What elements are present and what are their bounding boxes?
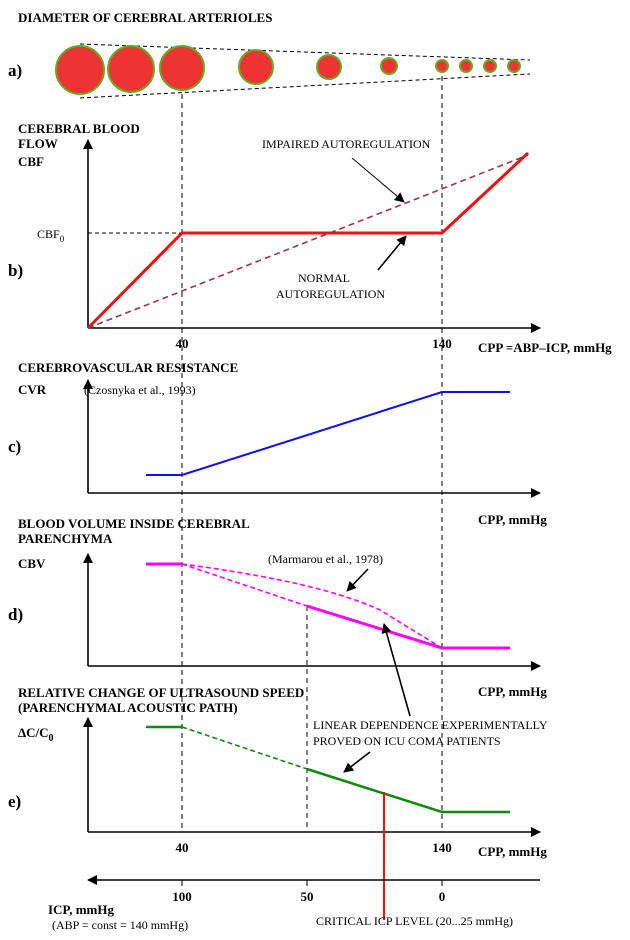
impaired-pointer-arrow	[351, 157, 405, 203]
panel-label-c: c)	[8, 437, 21, 456]
arteriole-circle	[507, 59, 521, 73]
icp-tick-100: 100	[172, 889, 192, 904]
ultrasound-solid-line	[306, 767, 510, 814]
arteriole-circle	[380, 57, 398, 75]
cbv-title-line2: PARENCHYMA	[18, 531, 113, 546]
ultrasound-x-label: CPP, mmHg	[478, 844, 547, 859]
panel-label-d: d)	[8, 605, 23, 624]
cbf-normal-autoregulation-line	[86, 151, 530, 330]
cbv-y-label: CBV	[18, 556, 46, 571]
cbf-title-line3: CBF	[18, 154, 44, 169]
cbv-title-line1: BLOOD VOLUME INSIDE CEREBRAL	[18, 516, 250, 531]
normal-label-line1: NORMAL	[298, 271, 350, 285]
icp-tick-50: 50	[301, 889, 314, 904]
cvr-line	[146, 391, 510, 476]
linear-dependence-line1: LINEAR DEPENDENCE EXPERIMENTALLY	[313, 718, 548, 732]
arteriole-circle	[55, 45, 105, 95]
cbf-tick-40: 40	[176, 336, 189, 351]
arteriole-envelope-bottom	[79, 73, 531, 99]
normal-pointer-arrow	[377, 235, 407, 271]
icp-axis-note: (ABP = const = 140 mmHg)	[52, 918, 188, 932]
cbf-tick-140: 140	[432, 336, 452, 351]
arteriole-circle	[459, 59, 473, 73]
arteriole-circle	[435, 59, 449, 73]
icp-axis-label: ICP, mmHg	[48, 902, 114, 917]
linear-dependence-line2: PROVED ON ICU COMA PATIENTS	[313, 734, 501, 748]
linear-pointer-arrow	[381, 623, 411, 717]
cbv-solid-line	[306, 604, 510, 650]
cbv-citation: (Marmarou et al., 1978)	[268, 552, 383, 566]
cbv-x-label: CPP, mmHg	[478, 684, 547, 699]
cvr-x-label: CPP, mmHg	[478, 512, 547, 527]
arteriole-circle	[107, 45, 155, 93]
linear-pointer-arrow-green	[343, 751, 371, 773]
cbf-impaired-autoregulation-line	[87, 154, 529, 329]
page-title: DIAMETER OF CEREBRAL ARTERIOLES	[18, 10, 272, 25]
arterioles-row	[55, 43, 531, 99]
ultrasound-dashed-line	[181, 726, 308, 770]
panel-label-e: e)	[8, 792, 21, 811]
cvr-y-label: CVR	[18, 382, 47, 397]
icp-tick-0: 0	[439, 889, 446, 904]
panel-label-b: b)	[8, 261, 23, 280]
cbf0-label: CBF0	[37, 227, 65, 244]
ultrasound-y-label: ΔC/C0	[18, 725, 54, 744]
normal-label-line2: AUTOREGULATION	[276, 287, 385, 301]
arteriole-circle	[159, 45, 205, 91]
cbf-title-line2: FLOW	[18, 136, 58, 151]
panel-label-a: a)	[8, 61, 22, 80]
marmarou-pointer-arrow	[346, 568, 369, 592]
ultrasound-tick-140: 140	[432, 840, 452, 855]
ultrasound-title-line2: (PARENCHYMAL ACOUSTIC PATH)	[18, 700, 238, 715]
ultrasound-tick-40: 40	[176, 840, 189, 855]
cbv-marmarou-curve	[181, 563, 443, 649]
cbf-title-line1: CEREBRAL BLOOD	[18, 121, 140, 136]
critical-icp-label: CRITICAL ICP LEVEL (20...25 mmHg)	[316, 914, 513, 928]
cbf-x-label: CPP =ABP–ICP, mmHg	[478, 340, 612, 355]
impaired-label: IMPAIRED AUTOREGULATION	[262, 137, 431, 151]
arteriole-circle	[238, 49, 274, 85]
cvr-title: CEREBROVASCULAR RESISTANCE	[18, 360, 238, 375]
arteriole-envelope-top	[79, 43, 531, 61]
arteriole-circle	[483, 59, 497, 73]
cvr-citation: (Czosnyka et al., 1993)	[84, 383, 196, 397]
arteriole-circle	[316, 54, 342, 80]
ultrasound-title-line1: RELATIVE CHANGE OF ULTRASOUND SPEED	[18, 685, 304, 700]
